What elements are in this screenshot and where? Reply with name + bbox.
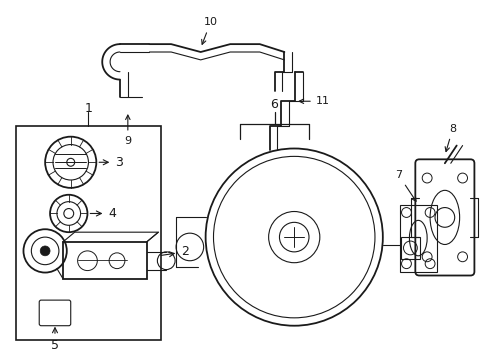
Text: 10: 10: [202, 18, 218, 44]
Text: 8: 8: [445, 124, 456, 152]
Text: 7: 7: [395, 170, 416, 201]
Bar: [16, 126, 161, 341]
Text: 2: 2: [161, 246, 189, 258]
Text: 4: 4: [90, 207, 116, 220]
Bar: [63, 242, 147, 279]
Text: 3: 3: [99, 156, 123, 169]
Text: 1: 1: [84, 102, 93, 114]
Text: 11: 11: [299, 96, 330, 106]
Circle shape: [40, 246, 50, 256]
Text: 6: 6: [270, 98, 278, 111]
Text: 9: 9: [124, 115, 131, 145]
Bar: [400, 237, 420, 259]
Bar: [399, 204, 437, 271]
Text: 5: 5: [51, 328, 59, 352]
